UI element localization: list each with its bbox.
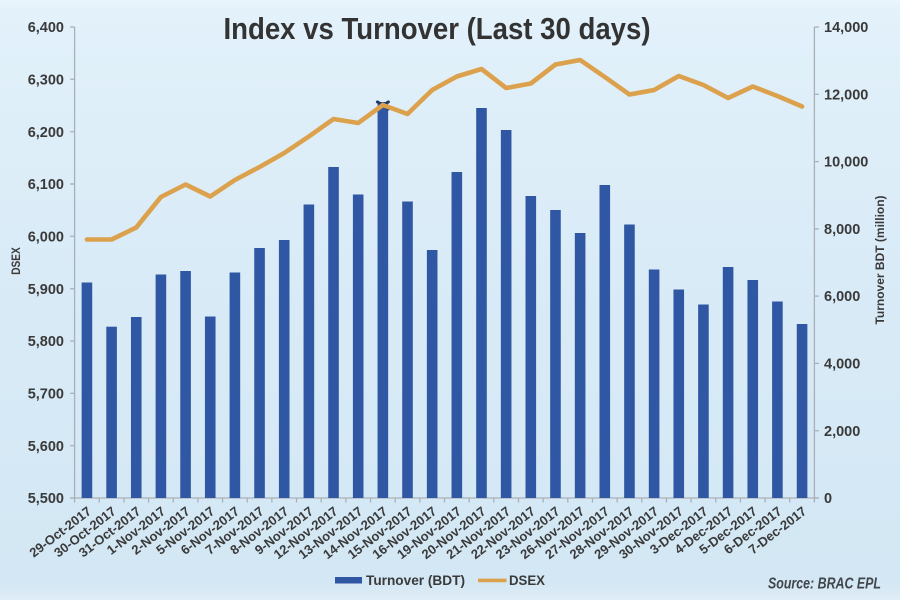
svg-text:8,000: 8,000 xyxy=(824,222,860,238)
svg-text:6,200: 6,200 xyxy=(28,125,64,141)
svg-text:2,000: 2,000 xyxy=(824,424,860,440)
svg-text:5,700: 5,700 xyxy=(28,386,64,402)
svg-text:6,000: 6,000 xyxy=(28,229,64,245)
svg-text:14,000: 14,000 xyxy=(824,20,868,36)
svg-text:6,400: 6,400 xyxy=(28,20,64,36)
svg-text:6,100: 6,100 xyxy=(28,177,64,193)
svg-text:6,300: 6,300 xyxy=(28,72,64,88)
svg-text:DSEX: DSEX xyxy=(11,247,23,275)
svg-text:5,600: 5,600 xyxy=(28,439,64,455)
svg-text:Index vs Turnover (Last 30 day: Index vs Turnover (Last 30 days) xyxy=(224,11,651,46)
svg-text:6,000: 6,000 xyxy=(824,289,860,305)
svg-text:Source: BRAC EPL: Source: BRAC EPL xyxy=(768,576,881,593)
svg-text:12,000: 12,000 xyxy=(824,87,868,103)
svg-text:Turnover (BDT): Turnover (BDT) xyxy=(366,573,465,589)
svg-text:5,500: 5,500 xyxy=(28,491,64,507)
svg-text:4,000: 4,000 xyxy=(824,357,860,373)
svg-text:DSEX: DSEX xyxy=(509,573,545,589)
svg-text:5,800: 5,800 xyxy=(28,334,64,350)
svg-text:0: 0 xyxy=(824,491,832,507)
svg-text:Turnover BDT (million): Turnover BDT (million) xyxy=(873,195,887,324)
svg-text:10,000: 10,000 xyxy=(824,155,868,171)
svg-text:5,900: 5,900 xyxy=(28,282,64,298)
